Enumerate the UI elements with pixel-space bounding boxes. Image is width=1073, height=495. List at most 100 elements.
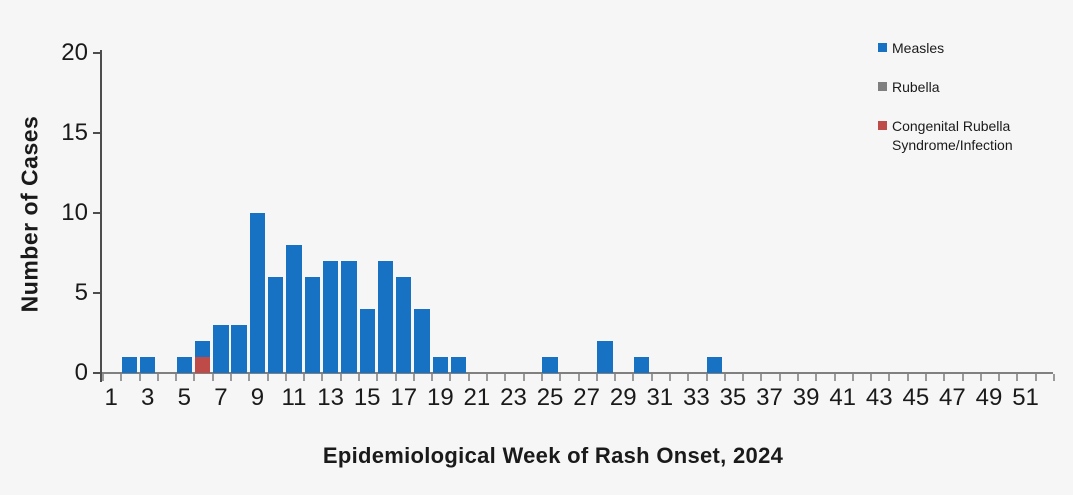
x-tick [175,374,178,381]
plot-area [102,53,1053,373]
x-tick-label-43: 43 [865,384,893,411]
y-tick-label-20: 20 [61,39,88,66]
y-tick [93,52,101,54]
x-tick [412,374,415,381]
x-tick [687,374,690,381]
bar-week-8-measles [231,325,247,373]
y-tick [93,292,101,294]
bar-week-16-measles [377,261,394,373]
x-tick-label-1: 1 [104,384,118,411]
x-tick [924,374,927,381]
x-tick [339,374,342,381]
x-tick [961,374,964,381]
y-tick-label-15: 15 [61,119,88,146]
x-tick [358,374,361,381]
x-tick [303,374,306,381]
x-tick [376,374,379,381]
bar-week-18-measles [414,309,430,373]
x-tick [851,374,854,381]
x-tick [705,374,708,381]
x-tick [211,374,214,381]
x-tick [431,374,434,381]
x-tick [559,374,562,381]
x-tick-label-15: 15 [353,384,381,411]
bar-week-7-measles [213,325,229,373]
rubella-swatch-icon [878,82,887,91]
bar-week-28-measles [597,341,613,373]
x-tick-label-29: 29 [609,384,637,411]
legend-label-crs: Congenital Rubella Syndrome/Infection [892,118,1013,153]
x-tick [595,374,598,381]
legend-entry-measles: Measles [878,39,1053,58]
legend-label-measles: Measles [892,40,945,56]
x-tick [449,374,452,381]
x-tick-label-23: 23 [500,384,527,411]
x-tick-label-3: 3 [141,384,155,411]
x-tick [284,374,287,381]
bar-week-19-measles [432,357,449,373]
x-tick [979,374,982,381]
x-tick [943,374,946,381]
y-axis-line [100,50,102,382]
x-tick-label-39: 39 [792,384,820,411]
bar-week-9-measles [249,213,266,373]
x-tick-label-33: 33 [683,384,710,411]
x-tick [102,374,104,381]
y-tick [93,372,101,374]
legend: Measles Rubella Congenital Rubella Syndr… [878,39,1053,175]
x-tick [815,374,818,381]
x-tick [321,374,324,381]
x-tick-label-25: 25 [536,384,564,411]
x-tick [888,374,891,381]
bar-week-12-measles [304,277,320,373]
x-tick [1016,374,1019,381]
x-tick-label-45: 45 [902,384,930,411]
x-tick [120,374,123,381]
x-tick [266,374,269,381]
x-tick [906,374,909,381]
x-tick [668,374,671,381]
legend-entry-rubella: Rubella [878,78,1053,97]
x-tick-label-17: 17 [390,384,418,411]
bar-week-6-measles [194,341,211,357]
x-tick-label-31: 31 [646,384,674,411]
x-tick [467,374,470,381]
x-tick-label-35: 35 [719,384,747,411]
bar-week-14-measles [341,261,357,373]
bar-week-34-measles [706,357,723,373]
x-tick [230,374,233,381]
x-tick [248,374,251,381]
x-tick [723,374,726,381]
x-tick-label-7: 7 [214,384,228,411]
bar-week-13-measles [322,261,339,373]
x-tick [394,374,397,381]
x-tick [138,374,141,381]
bar-week-6-congenital [194,357,211,373]
bar-week-11-measles [286,245,302,373]
x-tick [540,374,543,381]
bar-week-17-measles [396,277,412,373]
x-tick-label-5: 5 [177,384,191,411]
x-tick-label-51: 51 [1012,384,1039,411]
x-tick [486,374,489,381]
x-tick [156,374,159,381]
x-tick [1034,374,1037,381]
x-tick-label-47: 47 [939,384,966,411]
legend-entry-crs: Congenital Rubella Syndrome/Infection [878,117,1053,155]
x-tick [760,374,763,381]
x-tick [742,374,745,381]
x-tick [1053,374,1055,381]
x-tick [998,374,1001,381]
x-tick-label-21: 21 [463,384,491,411]
x-tick [870,374,873,381]
x-axis-title: Epidemiological Week of Rash Onset, 2024 [322,443,784,468]
bar-week-3-measles [140,357,156,373]
x-tick-label-19: 19 [426,384,454,411]
x-tick-label-13: 13 [317,384,344,411]
x-tick [577,374,580,381]
bar-week-25-measles [542,357,558,373]
x-tick-label-37: 37 [756,384,783,411]
x-tick [522,374,525,381]
bar-week-20-measles [450,357,467,373]
